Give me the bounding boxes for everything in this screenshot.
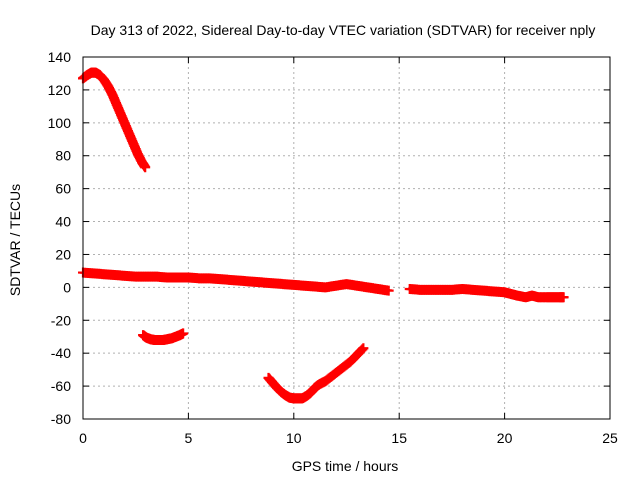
y-tick-label: 60 [55, 181, 71, 197]
grid-lines [83, 57, 610, 419]
y-tick-label: 120 [48, 82, 72, 98]
x-tick-label: 10 [286, 430, 302, 446]
x-tick-label: 0 [79, 430, 87, 446]
data-point [381, 285, 392, 296]
x-tick-label: 5 [185, 430, 193, 446]
y-tick-label: 140 [48, 49, 72, 65]
data-point [357, 344, 368, 355]
y-tick-label: -60 [51, 378, 71, 394]
y-tick-label: -20 [51, 312, 71, 328]
x-tick-label: 20 [497, 430, 513, 446]
data-point [139, 161, 150, 172]
y-tick-label: 20 [55, 246, 71, 262]
y-tick-label: -40 [51, 345, 71, 361]
x-tick-label: 15 [391, 430, 407, 446]
axis-ticks: 0 5 10 15 20 25 -80 -60 -40 -20 0 20 40 60 80 100 120 140 [48, 49, 618, 446]
x-tick-label: 25 [602, 430, 618, 446]
data-points [78, 67, 569, 404]
chart-title: Day 313 of 2022, Sidereal Day-to-day VTE… [91, 22, 596, 38]
data-point [177, 328, 188, 339]
y-tick-label: 0 [63, 279, 71, 295]
y-tick-label: 100 [48, 115, 72, 131]
y-axis-label: SDTVAR / TECUs [7, 184, 23, 296]
data-point [557, 292, 568, 303]
plot-frame [82, 56, 611, 420]
y-tick-label: -80 [51, 411, 71, 427]
y-tick-label: 40 [55, 214, 71, 230]
x-axis-label: GPS time / hours [292, 458, 399, 474]
y-tick-label: 80 [55, 148, 71, 164]
